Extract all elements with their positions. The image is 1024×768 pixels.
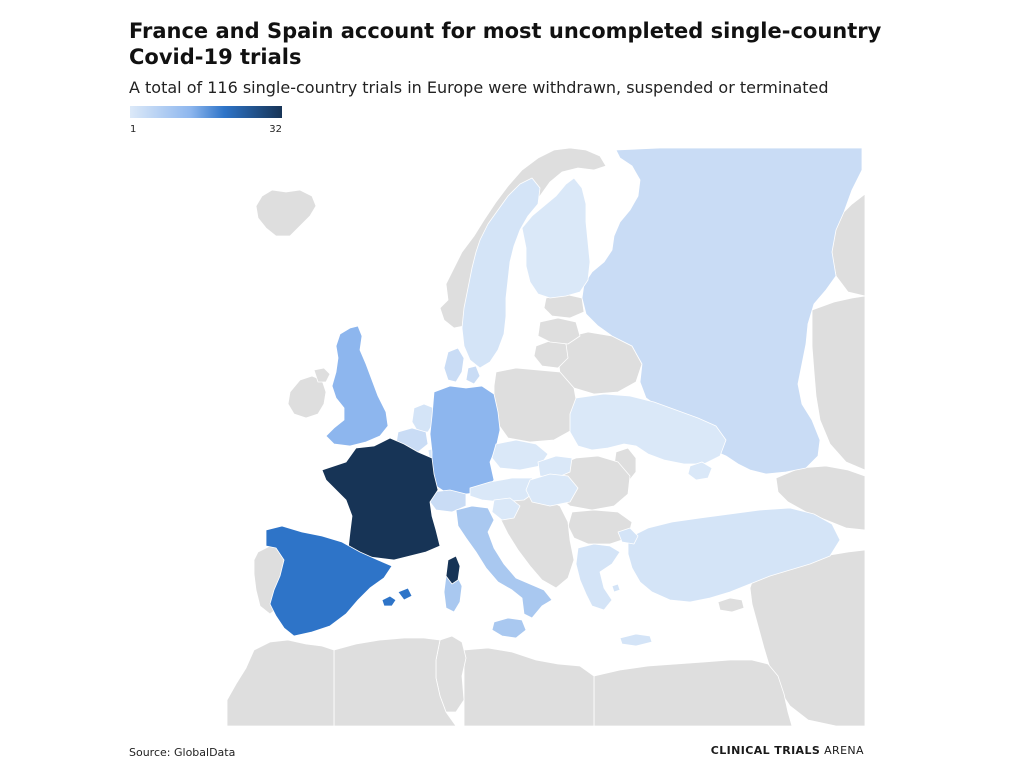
region-crimea xyxy=(687,461,713,481)
brand-light-text: ARENA xyxy=(820,744,864,757)
country-turkey-thrace xyxy=(617,527,639,545)
country-algeria xyxy=(333,637,457,726)
color-legend: 1 32 xyxy=(130,106,282,140)
country-italy xyxy=(455,505,553,619)
country-russia xyxy=(581,147,863,475)
country-belarus xyxy=(557,331,643,395)
country-italy-sicily xyxy=(491,617,527,639)
country-iceland xyxy=(255,189,317,237)
region-egypt-libya xyxy=(593,659,793,726)
legend-gradient-bar xyxy=(130,106,282,118)
country-finland xyxy=(521,177,591,299)
country-northern-ireland xyxy=(313,367,331,383)
country-germany xyxy=(429,385,501,495)
region-kazakhstan xyxy=(811,295,865,471)
map-svg xyxy=(227,147,865,726)
brand-logo: CLINICAL TRIALS ARENA xyxy=(711,744,864,758)
country-denmark-islands xyxy=(465,365,481,385)
chart-subtitle: A total of 116 single-country trials in … xyxy=(129,78,829,97)
country-greece-crete xyxy=(619,633,653,647)
country-poland xyxy=(493,367,579,443)
country-spain-balearics xyxy=(381,595,397,607)
country-spain xyxy=(265,525,393,637)
country-greece-islands xyxy=(611,583,621,593)
sea-white-sea xyxy=(584,172,618,200)
source-note: Source: GlobalData xyxy=(129,746,236,759)
region-caucasus xyxy=(775,465,865,531)
brand-strong-text: CLINICAL TRIALS xyxy=(710,744,821,757)
country-denmark xyxy=(443,347,465,383)
country-sweden xyxy=(461,177,541,369)
country-hungary xyxy=(525,473,579,507)
country-slovenia-croatia xyxy=(491,497,521,521)
country-france-corsica xyxy=(445,555,461,585)
country-greece xyxy=(575,543,621,611)
country-ukraine xyxy=(569,393,727,465)
country-spain-mallorca xyxy=(397,587,413,601)
country-turkey xyxy=(627,507,841,603)
country-morocco xyxy=(227,639,335,726)
country-latvia xyxy=(537,317,581,345)
country-cyprus xyxy=(717,597,745,613)
country-slovakia xyxy=(537,455,573,479)
legend-min-label: 1 xyxy=(130,124,137,135)
country-bulgaria xyxy=(567,509,633,545)
country-great-britain xyxy=(325,325,389,447)
region-libya xyxy=(463,647,595,726)
legend-max-label: 32 xyxy=(269,124,282,135)
europe-map xyxy=(227,146,865,726)
chart-title: France and Spain account for most uncomp… xyxy=(129,19,882,69)
country-france xyxy=(321,437,441,561)
